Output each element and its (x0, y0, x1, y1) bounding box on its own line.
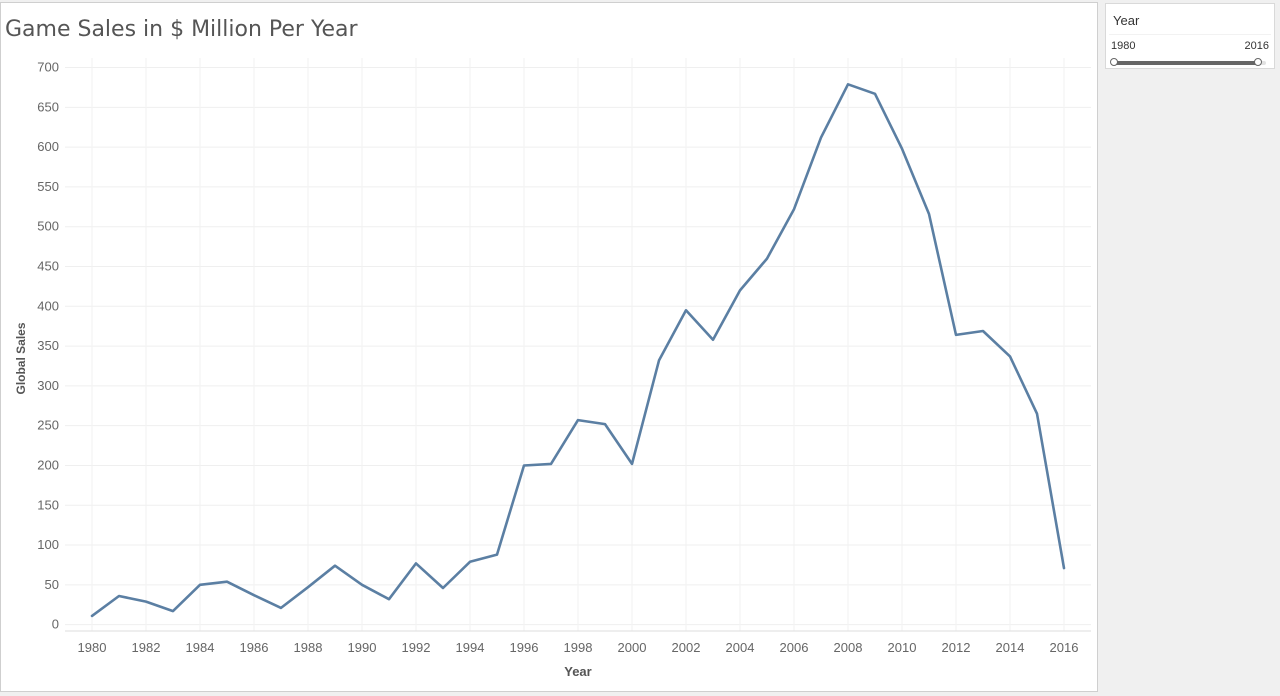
data-point[interactable] (899, 146, 905, 152)
data-point[interactable] (332, 563, 338, 569)
x-tick-label: 1992 (402, 640, 431, 655)
data-point[interactable] (116, 593, 122, 599)
y-tick-label: 150 (37, 497, 59, 512)
data-point[interactable] (818, 135, 824, 141)
data-point[interactable] (1034, 411, 1040, 417)
x-tick-label: 1984 (186, 640, 215, 655)
data-point[interactable] (440, 585, 446, 591)
y-tick-label: 250 (37, 418, 59, 433)
data-point[interactable] (791, 206, 797, 212)
filter-divider (1109, 34, 1271, 35)
x-tick-label: 2002 (672, 640, 701, 655)
data-point[interactable] (143, 599, 149, 605)
y-tick-label: 200 (37, 457, 59, 472)
worksheet: Game Sales in $ Million Per Year 0 50 100 1… (0, 2, 1098, 692)
data-point[interactable] (521, 462, 527, 468)
data-point[interactable] (1007, 353, 1013, 359)
data-point[interactable] (629, 461, 635, 467)
x-tick-label: 2000 (618, 640, 647, 655)
filter-max-label: 2016 (1244, 40, 1269, 52)
filter-title: Year (1113, 13, 1140, 28)
year-range-slider[interactable] (1110, 58, 1266, 66)
x-tick-label: 2012 (942, 640, 971, 655)
data-point[interactable] (359, 582, 365, 588)
x-tick-label: 2016 (1050, 640, 1079, 655)
y-tick-label: 400 (37, 298, 59, 313)
x-tick-label: 1990 (348, 640, 377, 655)
data-point[interactable] (575, 417, 581, 423)
y-tick-label: 550 (37, 179, 59, 194)
y-tick-label: 650 (37, 99, 59, 114)
filter-min-label: 1980 (1111, 40, 1136, 52)
y-tick-label: 100 (37, 537, 59, 552)
data-point[interactable] (224, 579, 230, 585)
year-filter-card: Year 1980 2016 (1105, 3, 1275, 69)
data-point[interactable] (764, 256, 770, 262)
slider-range-fill (1114, 61, 1259, 65)
data-point[interactable] (548, 461, 554, 467)
data-point[interactable] (413, 560, 419, 566)
data-point[interactable] (845, 81, 851, 87)
data-point[interactable] (278, 605, 284, 611)
data-point[interactable] (386, 596, 392, 602)
x-tick-label: 1998 (564, 640, 593, 655)
x-tick-label: 2014 (996, 640, 1025, 655)
x-tick-label: 1996 (510, 640, 539, 655)
y-tick-label: 600 (37, 139, 59, 154)
data-point[interactable] (251, 592, 257, 598)
data-point[interactable] (980, 328, 986, 334)
data-point[interactable] (494, 552, 500, 558)
y-tick-label: 350 (37, 338, 59, 353)
data-point[interactable] (467, 559, 473, 565)
y-axis-label: Global Sales (14, 322, 28, 394)
data-point[interactable] (872, 91, 878, 97)
data-point[interactable] (170, 608, 176, 614)
x-tick-label: 2004 (726, 640, 755, 655)
x-tick-label: 2010 (888, 640, 917, 655)
data-point[interactable] (953, 332, 959, 338)
data-point[interactable] (89, 613, 95, 619)
x-tick-label: 2006 (780, 640, 809, 655)
y-tick-label: 500 (37, 219, 59, 234)
chart-title: Game Sales in $ Million Per Year (5, 17, 358, 42)
y-tick-label: 450 (37, 259, 59, 274)
data-point[interactable] (710, 337, 716, 343)
data-point[interactable] (305, 584, 311, 590)
axes: 0 50 100 150 200 250 300 350 400 450 500 550 600 650 7… (37, 60, 1091, 655)
data-point[interactable] (737, 287, 743, 293)
y-tick-label: 0 (52, 617, 59, 632)
x-tick-label: 1988 (294, 640, 323, 655)
slider-min-handle[interactable] (1110, 58, 1118, 66)
data-point[interactable] (602, 421, 608, 427)
x-tick-label: 2008 (834, 640, 863, 655)
x-axis-label: Year (564, 664, 591, 679)
data-point[interactable] (926, 211, 932, 217)
y-tick-label: 700 (37, 60, 59, 75)
y-tick-label: 300 (37, 378, 59, 393)
x-tick-label: 1986 (240, 640, 269, 655)
line-chart: 0 50 100 150 200 250 300 350 400 450 500 550 600 650 7… (14, 58, 1091, 679)
x-tick-label: 1994 (456, 640, 485, 655)
data-point[interactable] (683, 307, 689, 313)
series-line-0[interactable] (90, 83, 1066, 618)
x-tick-label: 1982 (132, 640, 161, 655)
data-point[interactable] (1061, 565, 1067, 571)
x-tick-label: 1980 (78, 640, 107, 655)
data-point[interactable] (656, 357, 662, 363)
data-point[interactable] (197, 582, 203, 588)
y-tick-label: 50 (45, 577, 59, 592)
series-layer (89, 81, 1067, 619)
slider-max-handle[interactable] (1254, 58, 1263, 66)
gridlines (65, 58, 1091, 631)
